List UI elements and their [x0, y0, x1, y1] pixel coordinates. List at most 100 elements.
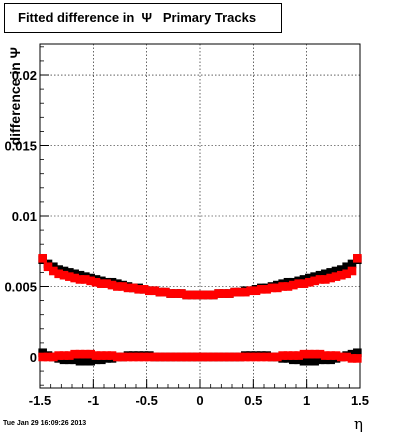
data-point — [337, 265, 346, 274]
data-point — [65, 351, 74, 360]
data-point — [155, 352, 165, 362]
y-tick-label: 0 — [30, 350, 37, 365]
data-point — [182, 290, 191, 300]
data-point — [38, 352, 47, 362]
data-point — [337, 270, 346, 280]
data-point — [294, 279, 303, 288]
data-point — [299, 349, 309, 359]
data-point — [129, 283, 138, 293]
data-point — [38, 253, 47, 263]
data-point — [305, 349, 314, 359]
data-point — [203, 290, 213, 300]
data-point — [241, 287, 250, 297]
data-point — [241, 352, 250, 362]
data-point — [347, 266, 357, 276]
data-point — [299, 279, 309, 288]
x-tick-label: -1.5 — [29, 393, 51, 408]
data-point — [321, 269, 330, 279]
data-point — [107, 351, 117, 360]
data-point — [65, 272, 74, 281]
data-point — [43, 352, 53, 362]
data-point — [91, 277, 101, 287]
data-point — [177, 352, 186, 362]
data-point — [262, 285, 271, 294]
data-point — [310, 276, 319, 286]
data-point — [342, 262, 351, 272]
data-point — [198, 352, 207, 362]
data-point — [145, 286, 154, 296]
y-tick-label: 0.02 — [12, 68, 37, 83]
data-point — [97, 279, 106, 288]
data-point — [246, 286, 255, 296]
data-point — [315, 349, 325, 359]
data-point — [43, 262, 53, 272]
data-point — [342, 352, 351, 362]
y-tick-label: 0.015 — [4, 139, 37, 154]
data-point — [326, 273, 335, 283]
data-point — [214, 352, 223, 362]
data-point — [49, 266, 58, 276]
data-point — [54, 269, 63, 279]
chart-title: Fitted difference in Ψ Primary Tracks — [18, 10, 257, 25]
data-point — [171, 289, 181, 298]
data-point — [150, 352, 159, 362]
data-point — [75, 356, 85, 366]
data-point — [81, 349, 90, 359]
data-point — [97, 351, 106, 360]
data-point — [326, 268, 335, 277]
data-point — [342, 269, 351, 279]
data-point — [273, 283, 282, 293]
timestamp: Tue Jan 29 16:09:26 2013 — [3, 420, 87, 427]
data-point — [134, 285, 143, 294]
data-point — [161, 287, 170, 297]
data-point — [278, 282, 287, 291]
data-point — [113, 352, 122, 362]
x-tick-label: -1 — [88, 393, 100, 408]
x-axis-label: η — [354, 415, 363, 433]
data-point — [219, 352, 229, 362]
data-point — [321, 275, 330, 284]
data-point — [219, 289, 229, 298]
data-point — [70, 273, 79, 283]
data-point — [139, 285, 149, 294]
data-point — [107, 280, 117, 290]
data-point — [209, 352, 218, 362]
data-point — [113, 282, 122, 291]
data-point — [235, 352, 245, 362]
y-tick-label: 0.005 — [4, 279, 37, 294]
data-point — [123, 352, 133, 362]
data-point — [193, 352, 202, 362]
data-point — [294, 351, 303, 360]
data-point — [70, 355, 79, 365]
data-point — [155, 287, 165, 297]
data-point — [289, 280, 298, 290]
data-point — [305, 356, 314, 366]
data-point — [283, 351, 293, 360]
data-point — [134, 352, 143, 362]
data-point — [171, 352, 181, 362]
data-point — [118, 352, 127, 362]
data-point — [257, 352, 266, 362]
data-point — [225, 352, 234, 362]
data-point — [315, 355, 325, 365]
data-point — [59, 351, 69, 360]
data-point — [91, 351, 101, 360]
data-point — [129, 352, 138, 362]
data-point — [310, 349, 319, 359]
data-point — [353, 253, 362, 263]
data-point — [102, 351, 111, 360]
data-point — [166, 289, 175, 298]
data-point — [299, 356, 309, 366]
data-point — [102, 279, 111, 288]
data-point — [187, 352, 197, 362]
tick-labels: -1.5 -1 -0.5 0 0.5 1 1.5 0 0.005 0.01 0.015 0.02 — [4, 68, 369, 408]
data-point — [81, 275, 90, 284]
data-point — [289, 351, 298, 360]
data-point — [321, 351, 330, 360]
data-point — [267, 283, 277, 293]
data-point — [182, 352, 191, 362]
data-point — [59, 270, 69, 280]
data-point — [230, 352, 239, 362]
data-point — [347, 354, 357, 363]
data-point — [118, 282, 127, 291]
